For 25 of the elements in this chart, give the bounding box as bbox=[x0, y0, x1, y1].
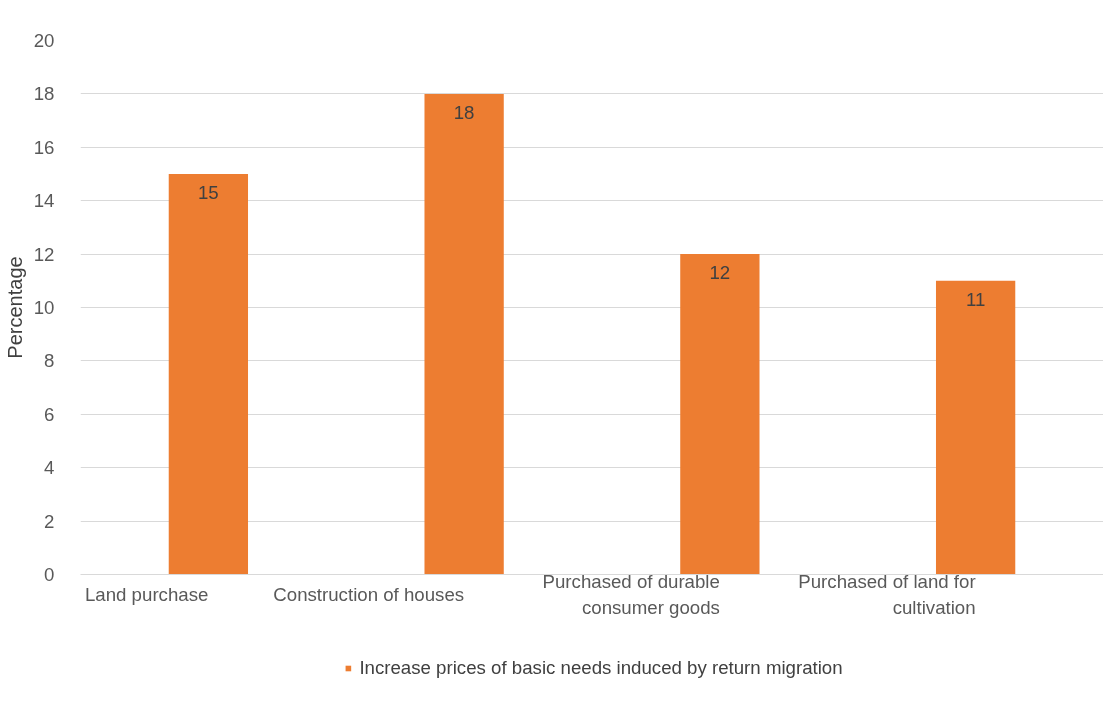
y-axis-title: Percentage bbox=[3, 256, 26, 359]
data-label: 12 bbox=[709, 262, 731, 284]
y-tick-label: 16 bbox=[33, 136, 55, 158]
y-tick-label: 12 bbox=[33, 243, 55, 265]
x-tick-label: Purchased of durable consumer goods bbox=[542, 571, 720, 618]
data-label: 15 bbox=[198, 182, 219, 203]
y-tick-label: 4 bbox=[44, 457, 55, 479]
data-label: 18 bbox=[453, 101, 475, 123]
data-label: 11 bbox=[965, 288, 986, 310]
x-tick-label: Purchased of land for cultivation bbox=[798, 571, 976, 618]
y-tick-label: 2 bbox=[44, 510, 55, 532]
y-tick-label: 0 bbox=[44, 564, 55, 585]
bar bbox=[168, 174, 249, 575]
legend-label: Increase prices of basic needs induced by return migration bbox=[359, 657, 843, 679]
y-tick-label: 10 bbox=[33, 297, 55, 318]
bar bbox=[680, 254, 760, 575]
y-tick-label: 14 bbox=[33, 190, 55, 212]
y-tick-label: 20 bbox=[33, 30, 55, 51]
x-tick-label: Land purchase bbox=[84, 584, 209, 605]
bar bbox=[935, 280, 1016, 575]
y-tick-label: 8 bbox=[44, 350, 55, 372]
bar bbox=[424, 93, 504, 575]
x-tick-label: Construction of houses bbox=[273, 584, 465, 605]
y-tick-label: 18 bbox=[33, 83, 55, 105]
y-tick-label: 6 bbox=[44, 403, 55, 425]
